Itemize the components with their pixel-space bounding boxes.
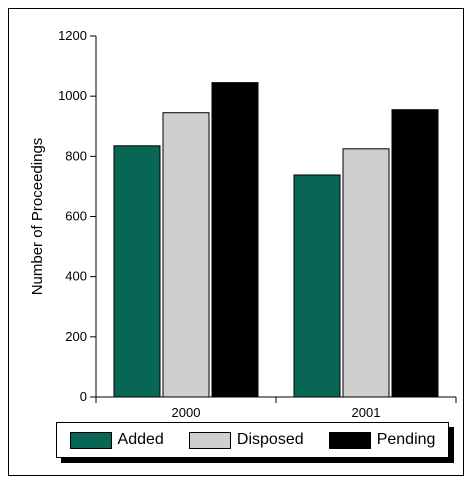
chart-frame: 0 200 400 600 800 1000 1200 Number of Proceedin… xyxy=(8,8,464,476)
bar-added-2000 xyxy=(113,145,161,398)
legend-swatch-added xyxy=(69,431,112,449)
legend: Added Disposed Pending xyxy=(56,422,449,458)
x-tick-label: 2000 xyxy=(172,405,201,420)
bar-disposed-2001 xyxy=(342,148,390,398)
bars xyxy=(113,82,439,398)
x-tick-label: 2001 xyxy=(352,405,381,420)
legend-swatch-pending xyxy=(328,431,371,449)
bar-chart: 0 200 400 600 800 1000 1200 Number of Proceedin… xyxy=(29,28,457,420)
bar-pending-2000 xyxy=(211,82,259,398)
legend-label-pending: Pending xyxy=(376,431,436,448)
y-tick-label: 400 xyxy=(65,269,87,284)
bar-added-2001 xyxy=(293,174,341,398)
legend-label-disposed: Disposed xyxy=(236,431,304,448)
legend-item-added: Added xyxy=(69,431,164,449)
y-tick-label: 1000 xyxy=(58,88,87,103)
legend-item-pending: Pending xyxy=(328,431,436,449)
legend-item-disposed: Disposed xyxy=(188,431,304,449)
legend-swatch-disposed xyxy=(188,431,231,449)
y-tick-label: 800 xyxy=(65,148,87,163)
legend-label-added: Added xyxy=(117,431,164,448)
y-axis-label: Number of Proceedings xyxy=(29,138,46,296)
bar-pending-2001 xyxy=(391,109,439,398)
y-tick-label: 0 xyxy=(80,389,87,404)
bar-disposed-2000 xyxy=(162,112,210,398)
labels: 0 200 400 600 800 1000 1200 Number of Proceedin… xyxy=(29,28,380,420)
y-tick-label: 600 xyxy=(65,209,87,224)
y-tick-label: 1200 xyxy=(58,28,87,43)
y-tick-label: 200 xyxy=(65,329,87,344)
